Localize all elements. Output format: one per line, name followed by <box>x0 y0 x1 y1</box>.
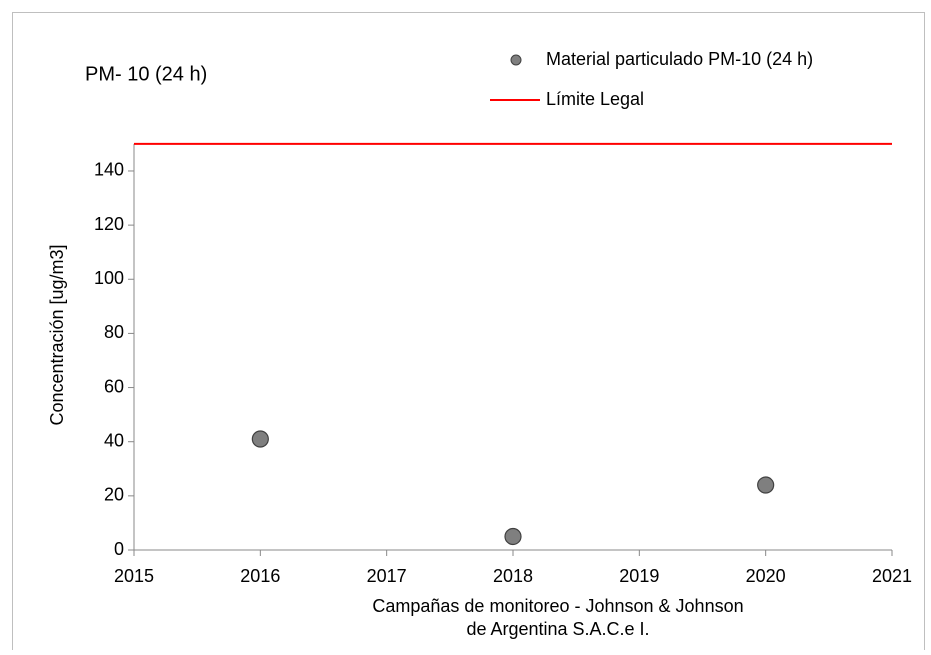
x-tick-label: 2018 <box>493 566 533 586</box>
y-tick-label: 120 <box>94 214 124 234</box>
legend-label: Límite Legal <box>546 89 644 109</box>
y-tick-label: 60 <box>104 376 124 396</box>
x-tick-label: 2016 <box>240 566 280 586</box>
y-tick-label: 20 <box>104 485 124 505</box>
x-axis-label: de Argentina S.A.C.e I. <box>466 619 649 639</box>
chart-title: PM- 10 (24 h) <box>85 63 207 85</box>
x-tick-label: 2020 <box>746 566 786 586</box>
legend-label: Material particulado PM-10 (24 h) <box>546 49 813 69</box>
x-tick-label: 2021 <box>872 566 912 586</box>
data-point <box>757 476 775 494</box>
y-axis-label: Concentración [ug/m3] <box>47 244 67 425</box>
data-point <box>251 430 269 448</box>
y-tick-label: 140 <box>94 160 124 180</box>
data-point <box>504 527 522 546</box>
x-tick-label: 2015 <box>114 566 154 586</box>
x-tick-label: 2017 <box>367 566 407 586</box>
y-tick-label: 100 <box>94 268 124 288</box>
y-tick-label: 80 <box>104 322 124 342</box>
legend-swatch <box>510 54 522 66</box>
chart-border <box>12 12 925 655</box>
x-axis-label: Campañas de monitoreo - Johnson & Johnso… <box>372 596 743 616</box>
x-tick-label: 2019 <box>619 566 659 586</box>
y-tick-label: 40 <box>104 430 124 450</box>
y-tick-label: 0 <box>114 539 124 559</box>
